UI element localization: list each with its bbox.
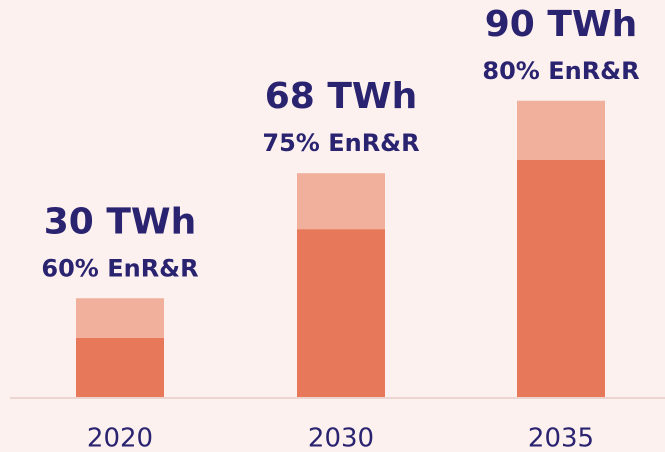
x-tick-label: 2035 <box>528 424 594 452</box>
x-tick-label: 2020 <box>87 424 153 452</box>
bar-segment <box>517 160 605 397</box>
x-tick-label: 2030 <box>308 424 374 452</box>
total-label: 68 TWh <box>265 76 418 117</box>
bar-segment <box>76 337 164 397</box>
share-label: 80% EnR&R <box>482 57 639 85</box>
share-label: 60% EnR&R <box>41 254 198 282</box>
bar-segment <box>517 100 605 160</box>
bar-segment <box>297 229 385 397</box>
share-label: 75% EnR&R <box>262 129 419 157</box>
bar-segment <box>297 173 385 230</box>
total-label: 30 TWh <box>44 201 197 242</box>
total-label: 90 TWh <box>485 4 638 45</box>
bar-segment <box>76 298 164 338</box>
